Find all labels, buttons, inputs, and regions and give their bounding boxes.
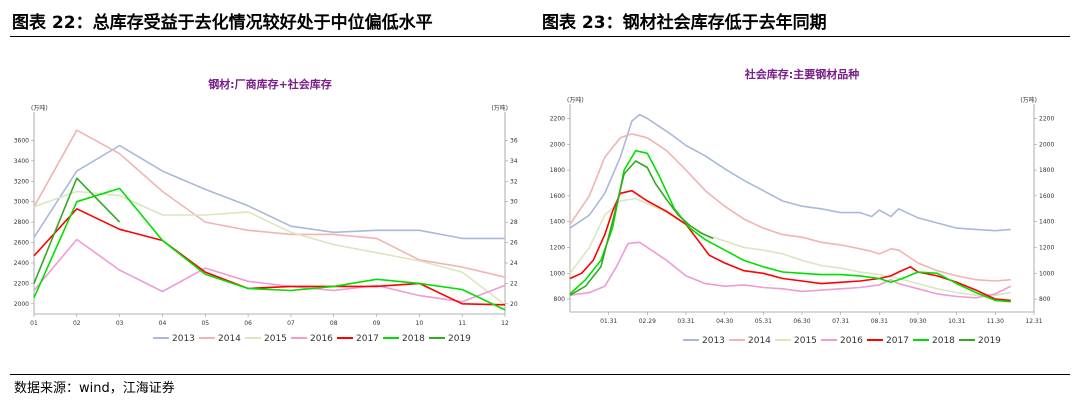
x-tick-label: 02.29 [639, 318, 656, 325]
y-tick-label-left: 2400 [14, 260, 29, 267]
y-tick-label-left: 800 [554, 296, 566, 303]
series-line-2019 [569, 160, 714, 296]
legend-label: 2017 [886, 336, 909, 346]
x-tick-label: 10 [416, 320, 424, 327]
legend-label: 2019 [978, 336, 1001, 346]
y-tick-label-right: 1800 [1039, 167, 1054, 174]
y-tick-label-left: 3600 [14, 137, 29, 144]
legend-label: 2016 [840, 336, 863, 346]
y-tick-label-left: 3400 [14, 158, 29, 165]
series-line-2016 [569, 241, 1012, 299]
chart-title: 钢材:厂商库存+社会库存 [208, 77, 332, 91]
y-tick-label-left: 1800 [550, 167, 565, 174]
x-tick-label: 11 [458, 320, 466, 327]
x-tick-label: 11.30 [987, 318, 1004, 325]
y-tick-label-left: 1000 [550, 270, 565, 277]
x-tick-label: 01 [30, 320, 38, 327]
y-tick-label-right: 2200 [1039, 115, 1054, 122]
series-line-2013 [569, 113, 1011, 232]
y-tick-label-left: 2200 [14, 280, 29, 287]
series-line-2019 [33, 177, 121, 284]
series-line-2018 [569, 149, 1011, 303]
series-line-2015 [33, 190, 506, 306]
y-tick-label-right: 3200 [510, 178, 518, 185]
y-tick-label-right: 2200 [510, 280, 518, 287]
y-tick-label-right: 1200 [1039, 244, 1054, 251]
y-tick-label-left: 1400 [550, 219, 565, 226]
y-tick-label-left: 2600 [14, 240, 29, 247]
legend-label: 2018 [932, 336, 955, 346]
y-tick-label-left: 2800 [14, 219, 29, 226]
x-tick-label: 04.30 [716, 318, 733, 325]
y-tick-label-left: 3000 [14, 199, 29, 206]
y-tick-label-left: 1600 [550, 193, 565, 200]
y-tick-label-right: 1600 [1039, 193, 1054, 200]
y-tick-label-right: 2600 [510, 240, 518, 247]
legend-label: 2014 [748, 336, 771, 346]
y-tick-label-right: 1000 [1039, 270, 1054, 277]
x-tick-label: 05.31 [755, 318, 772, 325]
chart-title: 社会库存:主要钢材品种 [744, 67, 859, 81]
y-tick-label-left: 2000 [14, 301, 29, 308]
y-tick-label-left: 2200 [550, 115, 565, 122]
bottom-rule [10, 374, 1070, 375]
series-line-2014 [569, 133, 1011, 282]
x-tick-label: 08 [330, 320, 338, 327]
series-line-2017 [33, 208, 506, 306]
legend-label: 2014 [218, 334, 241, 344]
chart-22-heading: 图表 22：总库存受益于去化情况较好处于中位偏低水平 [12, 13, 433, 33]
y-tick-label-right: 1400 [1039, 219, 1054, 226]
x-tick-label: 10.31 [948, 318, 965, 325]
legend-label: 2015 [794, 336, 817, 346]
x-tick-label: 08.31 [871, 318, 888, 325]
legend-label: 2013 [172, 334, 195, 344]
x-tick-label: 04 [159, 320, 167, 327]
inventory-total-chart: 钢材:厂商库存+社会库存 (万吨) (万吨) 2000 2000 2200 2200 2400… [14, 77, 518, 344]
y-unit-right: (万吨) [491, 104, 508, 112]
legend-label: 2017 [356, 334, 379, 344]
legend-label: 2015 [264, 334, 287, 344]
legend-label: 2016 [310, 334, 333, 344]
y-unit-left: (万吨) [31, 104, 48, 112]
x-tick-label: 07.31 [832, 318, 849, 325]
series-line-2015 [569, 197, 1011, 296]
social-inventory-chart: 社会库存:主要钢材品种 (万吨) (万吨) 800 800 1000 1000 1200 120… [550, 67, 1055, 346]
y-tick-label-left: 2000 [550, 141, 565, 148]
x-tick-label: 07 [287, 320, 295, 327]
chart-23-heading: 图表 23：钢材社会库存低于去年同期 [542, 13, 827, 33]
y-tick-label-left: 1200 [550, 244, 565, 251]
x-tick-label: 03 [116, 320, 124, 327]
series-line-2014 [33, 129, 506, 278]
x-tick-label: 05 [201, 320, 209, 327]
legend-label: 2019 [448, 334, 471, 344]
x-tick-label: 12.31 [1025, 318, 1042, 325]
y-tick-label-left: 3200 [14, 178, 29, 185]
y-tick-label-right: 3000 [510, 199, 518, 206]
y-tick-label-right: 3600 [510, 137, 518, 144]
data-source-note: 数据来源：wind，江海证券 [14, 381, 175, 396]
y-unit-right: (万吨) [1020, 96, 1037, 104]
x-tick-label: 01.31 [600, 318, 617, 325]
x-tick-label: 06 [244, 320, 252, 327]
x-tick-label: 09.30 [909, 318, 926, 325]
x-tick-label: 12 [501, 320, 509, 327]
y-tick-label-right: 2800 [510, 219, 518, 226]
series-line-2018 [33, 187, 506, 311]
top-rule [10, 36, 1070, 37]
y-unit-left: (万吨) [567, 96, 584, 104]
x-tick-label: 09 [373, 320, 381, 327]
legend-label: 2013 [702, 336, 725, 346]
y-tick-label-right: 3400 [510, 158, 518, 165]
legend-label: 2018 [402, 334, 425, 344]
x-tick-label: 03.31 [677, 318, 694, 325]
y-tick-label-right: 2000 [1039, 141, 1054, 148]
series-line-2016 [33, 238, 506, 303]
y-tick-label-right: 2000 [510, 301, 518, 308]
x-tick-label: 06.30 [793, 318, 810, 325]
series-line-2013 [33, 144, 505, 240]
y-tick-label-right: 2400 [510, 260, 518, 267]
y-tick-label-right: 800 [1039, 296, 1051, 303]
series-line-2017 [569, 189, 1011, 302]
x-tick-label: 02 [73, 320, 81, 327]
